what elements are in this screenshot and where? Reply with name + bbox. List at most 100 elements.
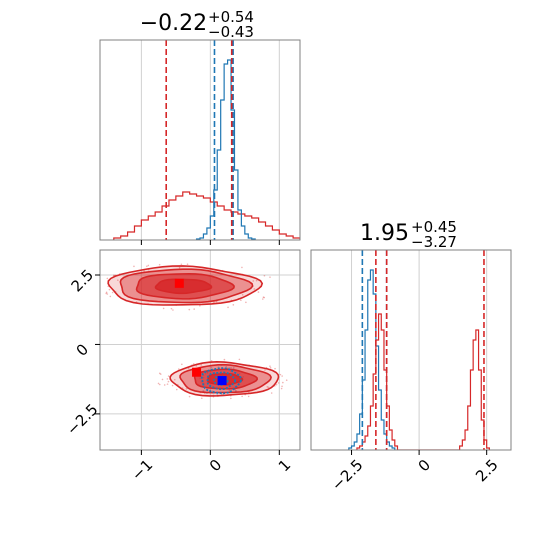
scatter-point xyxy=(200,397,203,400)
scatter-point xyxy=(228,366,230,369)
scatter-point xyxy=(230,397,232,400)
scatter-point xyxy=(146,265,148,268)
scatter-point xyxy=(252,280,255,282)
scatter-point xyxy=(269,276,271,278)
scatter-point xyxy=(111,291,114,294)
scatter-point xyxy=(216,393,218,395)
scatter-point xyxy=(94,292,96,294)
panel-b-xtick-label: −1 xyxy=(128,456,156,484)
panel-c-title: 1.95 +0.45 −3.27 xyxy=(360,217,462,251)
panel-b-xtick-label: 0 xyxy=(206,456,225,475)
panel-a-title-main: −0.22 xyxy=(140,11,207,36)
scatter-point xyxy=(235,390,238,392)
contour-level-series-1 xyxy=(206,371,237,391)
scatter-point xyxy=(178,266,181,269)
panel-b-markers xyxy=(174,278,227,386)
scatter-point xyxy=(158,383,161,386)
scatter-point xyxy=(105,292,107,295)
scatter-point xyxy=(223,358,226,361)
panel-joint: −1 0 1 −2.5 0 2.5 xyxy=(63,249,301,484)
panel-a-quantile-lines xyxy=(165,40,234,240)
scatter-point xyxy=(210,366,213,369)
panel-a-histogram-series-1 xyxy=(195,59,256,240)
panel-c-xtick-label: 0 xyxy=(415,456,434,475)
scatter-point xyxy=(279,373,282,376)
panel-c-frame xyxy=(310,249,512,451)
panel-c-title-sup: +0.45 xyxy=(411,218,457,236)
panel-marginal-param2: −2.5 0 2.5 1.95 +0.45 −3.27 xyxy=(310,217,512,494)
mode-marker xyxy=(217,376,227,386)
panel-a-ticks xyxy=(140,240,280,245)
scatter-point xyxy=(241,293,244,296)
scatter-point xyxy=(253,288,256,290)
scatter-point xyxy=(133,265,135,268)
scatter-point xyxy=(188,308,191,311)
scatter-point xyxy=(117,279,119,281)
panel-a-background xyxy=(100,40,300,240)
scatter-point xyxy=(232,304,235,306)
panel-b-ytick-label: −2.5 xyxy=(63,400,101,438)
scatter-point xyxy=(227,306,229,309)
scatter-point xyxy=(159,373,162,375)
scatter-point xyxy=(264,369,266,371)
scatter-point xyxy=(269,367,272,369)
scatter-point xyxy=(281,375,283,377)
scatter-point xyxy=(266,386,269,388)
scatter-point xyxy=(200,364,203,366)
scatter-point xyxy=(147,264,150,267)
panel-c-title-sub: −3.27 xyxy=(411,233,457,251)
scatter-point xyxy=(180,263,183,266)
scatter-point xyxy=(158,372,161,375)
panel-a-frame xyxy=(99,39,301,241)
scatter-point xyxy=(282,381,284,384)
scatter-point xyxy=(255,279,258,282)
scatter-point xyxy=(275,383,278,386)
scatter-point xyxy=(162,307,165,310)
panel-a-title: −0.22 +0.54 −0.43 xyxy=(140,7,259,41)
scatter-point xyxy=(186,263,189,266)
panel-c-title-main: 1.95 xyxy=(360,221,409,246)
scatter-point xyxy=(280,387,283,390)
scatter-point xyxy=(281,385,283,388)
scatter-point xyxy=(225,365,228,368)
scatter-point xyxy=(267,386,270,389)
scatter-point xyxy=(274,367,276,370)
scatter-point xyxy=(185,388,188,390)
contour-level-series-1 xyxy=(200,367,242,395)
scatter-point xyxy=(269,365,271,368)
scatter-point xyxy=(241,395,243,398)
scatter-point xyxy=(166,383,169,385)
scatter-point xyxy=(105,291,108,294)
scatter-point xyxy=(263,296,266,299)
panel-c-ticks: −2.5 0 2.5 xyxy=(328,450,502,494)
panel-b-ytick-label: 0 xyxy=(73,340,92,359)
scatter-point xyxy=(106,293,109,295)
scatter-point xyxy=(98,294,100,296)
scatter-point xyxy=(257,291,260,293)
scatter-point xyxy=(108,288,111,291)
scatter-point xyxy=(245,301,247,304)
panel-a-histogram-series-0 xyxy=(113,191,300,240)
mode-marker xyxy=(174,278,184,288)
scatter-point xyxy=(238,358,241,361)
scatter-point xyxy=(170,307,173,310)
panel-a-gridlines xyxy=(140,40,280,240)
scatter-point xyxy=(240,299,242,302)
panel-c-background xyxy=(311,250,511,450)
scatter-point xyxy=(161,378,164,381)
scatter-point xyxy=(177,368,180,370)
scatter-point xyxy=(181,363,183,366)
panel-c-histogram-series-1 xyxy=(356,313,490,450)
scatter-point xyxy=(171,384,174,387)
panel-a-title-sup: +0.54 xyxy=(208,8,254,26)
mode-marker xyxy=(192,367,202,377)
panel-c-gridlines xyxy=(351,250,488,450)
panel-b-ytick-label: 2.5 xyxy=(68,266,98,296)
scatter-point xyxy=(167,375,170,377)
scatter-point xyxy=(163,384,166,386)
panel-c-xtick-label: −2.5 xyxy=(328,456,366,494)
scatter-point xyxy=(270,392,273,394)
panel-b-frame xyxy=(99,249,301,451)
scatter-point xyxy=(143,270,145,272)
scatter-point xyxy=(172,309,174,311)
